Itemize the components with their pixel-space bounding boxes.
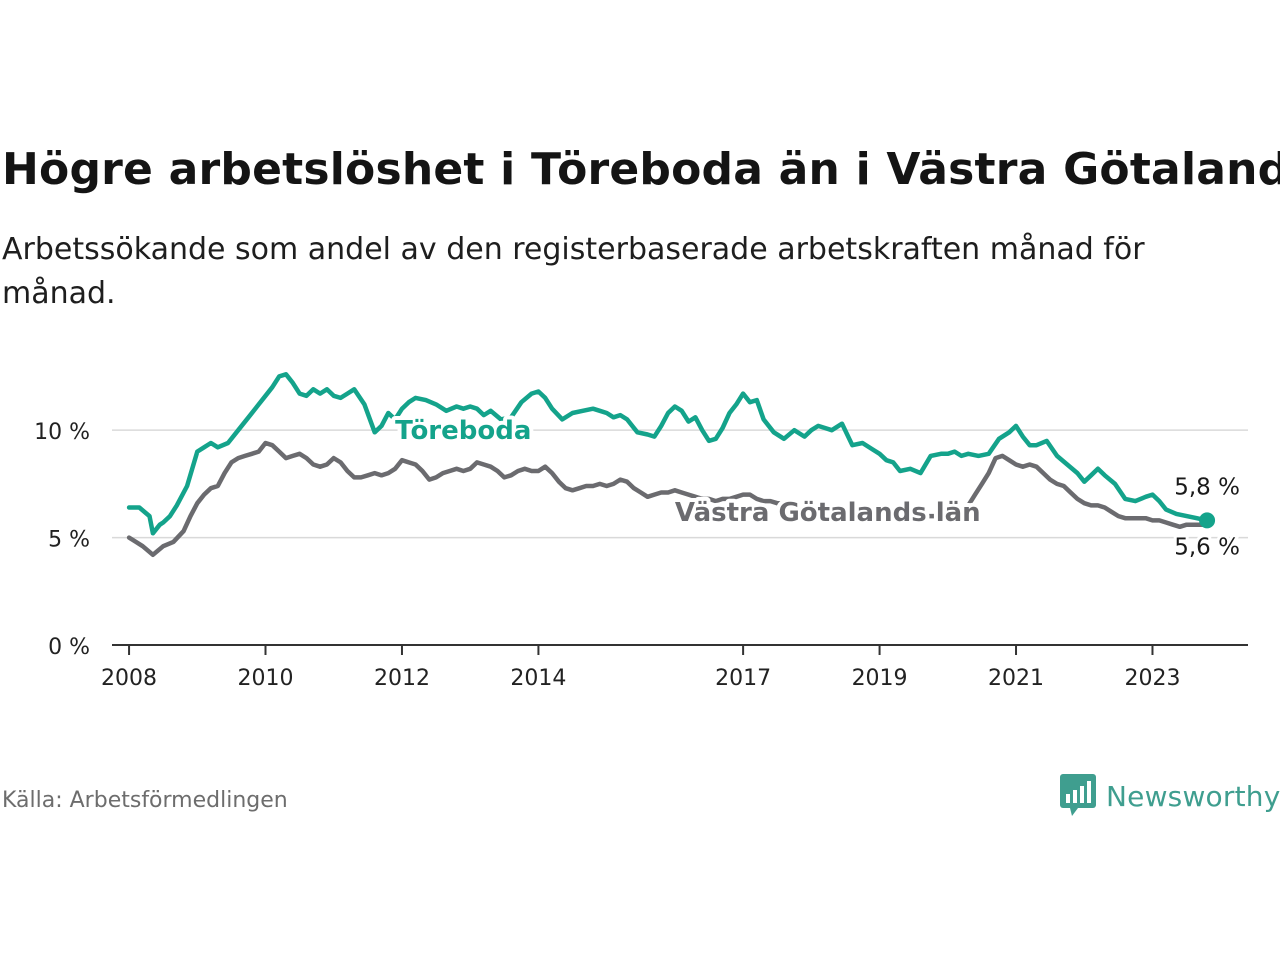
source-note: Källa: Arbetsförmedlingen bbox=[2, 788, 288, 813]
x-tick-label: 2019 bbox=[852, 666, 908, 691]
gridlines bbox=[112, 429, 1248, 539]
vastra-gotaland-line bbox=[126, 440, 1210, 558]
y-tick-label: 10 % bbox=[34, 420, 90, 445]
y-tick-label: 5 % bbox=[48, 528, 90, 553]
x-tick-label: 2010 bbox=[238, 666, 294, 691]
vastra-gotaland-series-label: Västra Götalands län bbox=[675, 498, 981, 528]
x-tick-label: 2012 bbox=[374, 666, 430, 691]
toreboda-end-point bbox=[1199, 512, 1216, 529]
toreboda-series-label: Töreboda bbox=[395, 416, 531, 446]
toreboda-line bbox=[126, 372, 1210, 536]
y-tick-label: 0 % bbox=[48, 635, 90, 660]
newsworthy-logo-text: Newsworthy bbox=[1106, 779, 1280, 813]
toreboda-end-label: 5,8 % bbox=[1174, 474, 1240, 500]
series-lines bbox=[126, 372, 1216, 558]
chart-subtitle: Arbetssökande som andel av den registerb… bbox=[2, 232, 1145, 311]
x-tick-label: 2008 bbox=[101, 666, 157, 691]
series-labels: Töreboda Västra Götalands län 5,8 % 5,6 % bbox=[391, 412, 1243, 564]
newsworthy-logo[interactable]: Newsworthy bbox=[1060, 774, 1280, 818]
x-tick-label: 2021 bbox=[988, 666, 1044, 691]
x-tick-label: 2014 bbox=[510, 666, 566, 691]
x-tick-label: 2017 bbox=[715, 666, 771, 691]
chart-title: Högre arbetslöshet i Töreboda än i Västr… bbox=[2, 144, 1280, 195]
axes: 0 % 5 % 10 % 2008 2010 2012 2014 2017 2019 2021 20… bbox=[34, 420, 1248, 691]
newsworthy-logo-icon bbox=[1060, 774, 1096, 816]
line-chart: 0 % 5 % 10 % 2008 2010 2012 2014 2017 2019 2021 20… bbox=[34, 372, 1248, 691]
vastra-gotaland-end-label: 5,6 % bbox=[1174, 535, 1240, 561]
x-tick-label: 2023 bbox=[1124, 666, 1180, 691]
